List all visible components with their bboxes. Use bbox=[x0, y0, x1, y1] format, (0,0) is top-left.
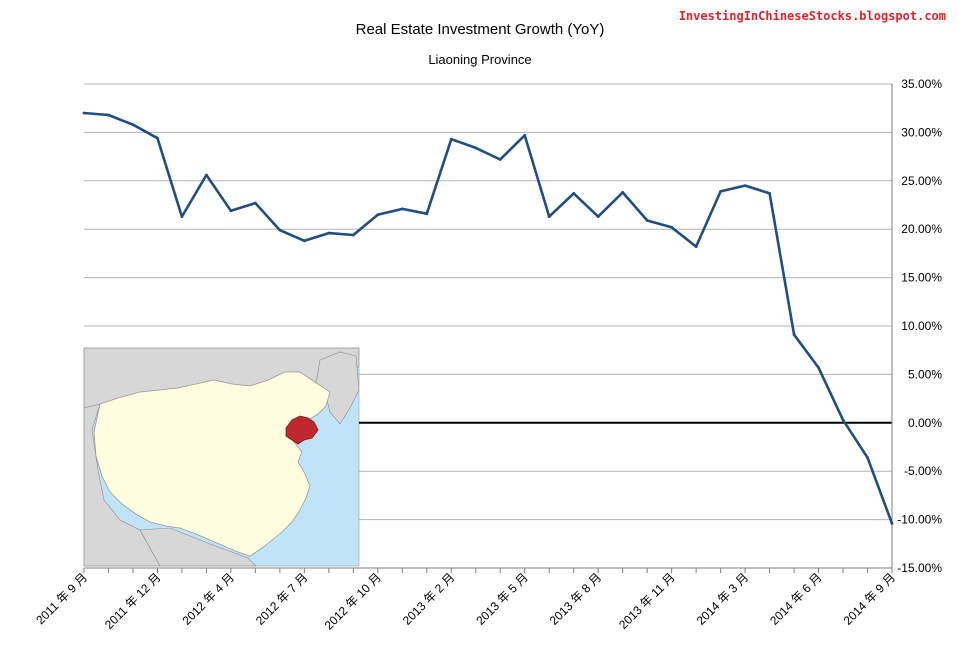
data-point bbox=[449, 137, 453, 141]
x-tick-label: 2011 年 12 月 bbox=[102, 570, 164, 632]
x-tick-label: 2014 年 6 月 bbox=[767, 570, 825, 628]
map-frame bbox=[83, 347, 360, 567]
data-point bbox=[180, 215, 184, 219]
data-point bbox=[107, 113, 110, 117]
data-point bbox=[400, 207, 404, 211]
map-neighbor-south bbox=[139, 527, 257, 567]
data-points bbox=[82, 111, 894, 525]
watermark-text[interactable]: InvestingInChineseStocks.blogspot.com bbox=[679, 9, 946, 23]
data-point bbox=[890, 522, 894, 525]
x-tick-label: 2013 年 2 月 bbox=[400, 570, 458, 628]
x-tick-label: 2014 年 9 月 bbox=[841, 570, 899, 628]
x-tick-label: 2013 年 8 月 bbox=[547, 570, 605, 628]
data-point bbox=[572, 191, 576, 195]
y-tick-label: 0.00% bbox=[908, 416, 942, 430]
data-point bbox=[82, 111, 86, 115]
data-point bbox=[278, 228, 282, 232]
chart-title: Real Estate Investment Growth (YoY) bbox=[356, 21, 605, 38]
data-point bbox=[205, 173, 208, 177]
data-point bbox=[670, 225, 674, 229]
data-point bbox=[817, 366, 820, 370]
y-tick-label: 10.00% bbox=[901, 319, 942, 333]
data-point bbox=[719, 190, 723, 193]
x-tick-label: 2012 年 7 月 bbox=[253, 570, 311, 628]
data-point bbox=[645, 219, 649, 222]
data-point bbox=[841, 418, 845, 422]
data-point bbox=[253, 201, 257, 205]
x-tick-label: 2014 年 3 月 bbox=[694, 570, 752, 628]
data-point bbox=[131, 123, 135, 127]
data-point bbox=[694, 245, 698, 249]
y-tick-label: 25.00% bbox=[901, 174, 942, 188]
y-tick-label: 35.00% bbox=[901, 77, 942, 91]
data-point bbox=[425, 212, 429, 216]
y-tick-label: 5.00% bbox=[908, 367, 942, 381]
data-point bbox=[768, 191, 771, 195]
data-point bbox=[621, 191, 625, 194]
y-tick-label: 15.00% bbox=[901, 271, 942, 285]
data-point bbox=[351, 233, 355, 237]
y-tick-label: -5.00% bbox=[904, 464, 942, 478]
china-map-inset bbox=[83, 347, 360, 567]
y-tick-label: -10.00% bbox=[897, 513, 942, 527]
map-china-land bbox=[93, 371, 331, 557]
data-point bbox=[792, 333, 796, 337]
data-point bbox=[498, 158, 502, 161]
data-point bbox=[229, 209, 233, 213]
data-point bbox=[866, 456, 869, 460]
data-point bbox=[327, 231, 331, 235]
y-tick-label: 20.00% bbox=[901, 222, 942, 236]
x-axis-tick-labels: 2011 年 9 月 2011 年 12 月 2012 年 4 月 2012 年 7 … bbox=[33, 568, 898, 632]
data-point bbox=[596, 215, 600, 219]
y-tick-label: -15.00% bbox=[897, 561, 942, 575]
data-point bbox=[302, 239, 306, 243]
series-line bbox=[83, 111, 894, 524]
chart-subtitle: Liaoning Province bbox=[428, 52, 531, 67]
data-point bbox=[474, 146, 478, 150]
x-tick-label: 2013 年 11 月 bbox=[616, 570, 678, 632]
y-axis-tick-labels: 35.00% 30.00% 25.00% 20.00% 15.00% 10.00% 5.00… bbox=[897, 77, 942, 575]
data-point bbox=[156, 136, 159, 140]
x-tick-label: 2013 年 5 月 bbox=[473, 570, 531, 628]
data-point bbox=[523, 133, 527, 137]
data-point bbox=[743, 184, 747, 188]
x-tick-label: 2011 年 9 月 bbox=[33, 570, 90, 627]
map-liaoning-highlight bbox=[285, 415, 319, 445]
y-tick-label: 30.00% bbox=[901, 125, 942, 139]
x-tick-label: 2012 年 10 月 bbox=[322, 570, 384, 632]
data-point bbox=[547, 215, 551, 219]
x-tick-label: 2012 年 4 月 bbox=[179, 570, 237, 628]
data-point bbox=[376, 213, 380, 217]
